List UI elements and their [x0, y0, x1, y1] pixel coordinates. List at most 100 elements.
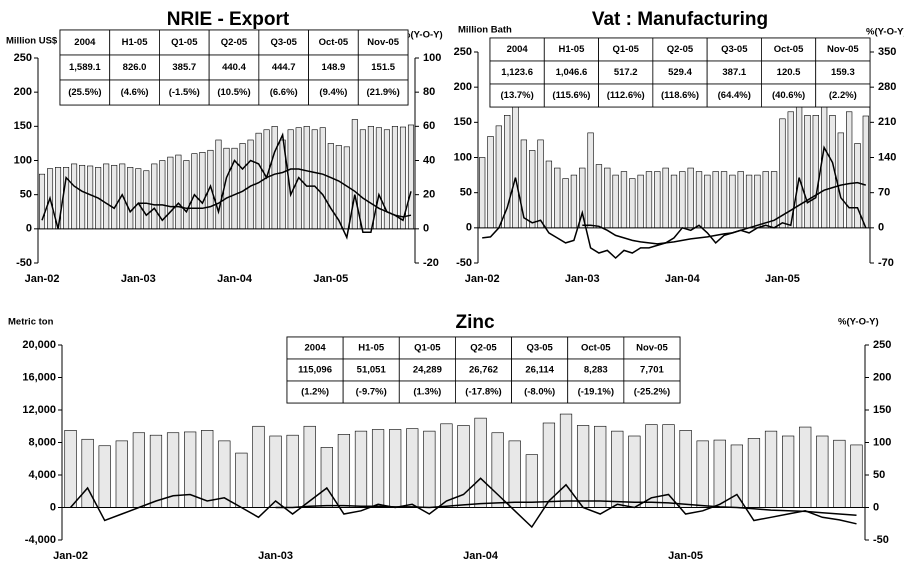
bar: [303, 126, 310, 230]
table-cell-text: 444.7: [272, 62, 296, 73]
y-tick-label: 16,000: [22, 371, 56, 383]
y2-axis-label: %(Y-O-Y): [838, 317, 879, 328]
bar: [816, 435, 829, 508]
bar: [103, 163, 110, 230]
table-header: Q2-05: [470, 343, 497, 354]
table-header: Q3-05: [721, 44, 748, 55]
bar: [529, 150, 536, 229]
y2-tick-label: 100: [873, 436, 891, 448]
y-axis-label: Metric ton: [8, 317, 54, 328]
table-cell-text: (2.2%): [829, 90, 857, 101]
bar: [570, 174, 578, 229]
line: [41, 132, 412, 240]
y2-tick-label: -50: [873, 534, 889, 546]
table-cell-text: 151.5: [371, 62, 395, 73]
y2-tick-label: 140: [878, 151, 896, 163]
table-header: Nov-05: [367, 37, 399, 48]
table-cell: [258, 79, 309, 106]
x-tick-label: Jan-04: [665, 273, 701, 285]
bar: [837, 132, 844, 229]
table-cell-text: 24,289: [413, 365, 442, 376]
x-tick-label: Jan-03: [565, 273, 600, 285]
x-tick-label: Jan-03: [258, 550, 293, 562]
bar: [151, 163, 158, 230]
y-tick-label: 0: [26, 223, 32, 235]
table-cell-text: 159.3: [831, 67, 855, 78]
y2-tick-label: 0: [423, 223, 429, 235]
bar: [269, 435, 282, 508]
y2-tick-label: 250: [873, 339, 891, 351]
bar: [235, 452, 248, 508]
bar: [611, 430, 624, 508]
y2-tick-label: 150: [873, 404, 891, 416]
line: [482, 145, 867, 260]
y2-tick-label: 210: [878, 116, 896, 128]
table-cell: [208, 54, 260, 81]
bar: [319, 127, 326, 230]
bar: [559, 413, 573, 508]
x-tick-label: Jan-04: [217, 273, 253, 285]
bar: [271, 126, 278, 230]
table-cell-text: (115.6%): [552, 90, 590, 101]
line: [582, 181, 867, 245]
table-cell: [109, 79, 160, 106]
y-tick-label: 150: [14, 120, 32, 132]
bar: [252, 425, 265, 508]
y-tick-label: 12,000: [22, 404, 56, 416]
bar: [391, 126, 398, 230]
table-cell: [357, 54, 409, 81]
y2-tick-label: -70: [878, 257, 894, 269]
y-tick-label: -50: [16, 257, 32, 269]
bar: [143, 170, 150, 230]
table-cell-text: 51,051: [357, 365, 387, 376]
table-cell-text: 1,123.6: [501, 67, 533, 78]
table-cell-text: 8,283: [584, 365, 608, 376]
bar: [337, 434, 351, 508]
table-cell-text: 148.9: [322, 62, 346, 73]
table-cell: [623, 380, 681, 404]
bar: [620, 171, 628, 229]
table-cell-text: 26,114: [525, 365, 554, 376]
y-tick-label: 20,000: [22, 339, 56, 351]
bar: [286, 434, 299, 508]
bar: [576, 425, 590, 508]
y2-tick-label: 280: [878, 81, 896, 93]
bar: [423, 430, 436, 508]
bar: [854, 143, 861, 229]
bar: [595, 164, 603, 229]
bar: [782, 435, 795, 508]
bar: [247, 139, 254, 230]
bar: [87, 165, 94, 230]
bar: [111, 164, 118, 230]
table-cell: [59, 54, 111, 81]
table-cell-text: (21.9%): [367, 87, 400, 98]
bar: [367, 126, 374, 230]
table-header: H1-05: [122, 37, 149, 48]
bar: [713, 439, 726, 508]
table-cell-text: 440.4: [222, 62, 246, 73]
bar: [383, 129, 390, 230]
table-cell-text: (13.7%): [501, 90, 534, 101]
table-header: H1-05: [558, 44, 585, 55]
table-cell: [357, 29, 409, 56]
y2-tick-label: 50: [873, 469, 885, 481]
bar: [587, 132, 594, 229]
bar: [175, 154, 182, 230]
table-header: 2004: [74, 37, 96, 48]
table-header: Oct-05: [319, 37, 349, 48]
table-cell: [815, 83, 871, 108]
bar: [729, 174, 736, 229]
x-tick-label: Jan-05: [765, 273, 800, 285]
x-tick-label: Jan-05: [313, 273, 348, 285]
table-cell-text: 517.2: [614, 67, 638, 78]
bar: [311, 129, 318, 230]
table-header: Q3-05: [271, 37, 298, 48]
bar: [359, 129, 366, 230]
table-cell-text: (-19.1%): [578, 387, 614, 398]
y-tick-label: -4,000: [25, 534, 56, 546]
x-tick-label: Jan-02: [465, 273, 500, 285]
bar: [371, 429, 385, 508]
table-cell-text: 826.0: [123, 62, 147, 73]
y-tick-label: 250: [454, 46, 472, 58]
